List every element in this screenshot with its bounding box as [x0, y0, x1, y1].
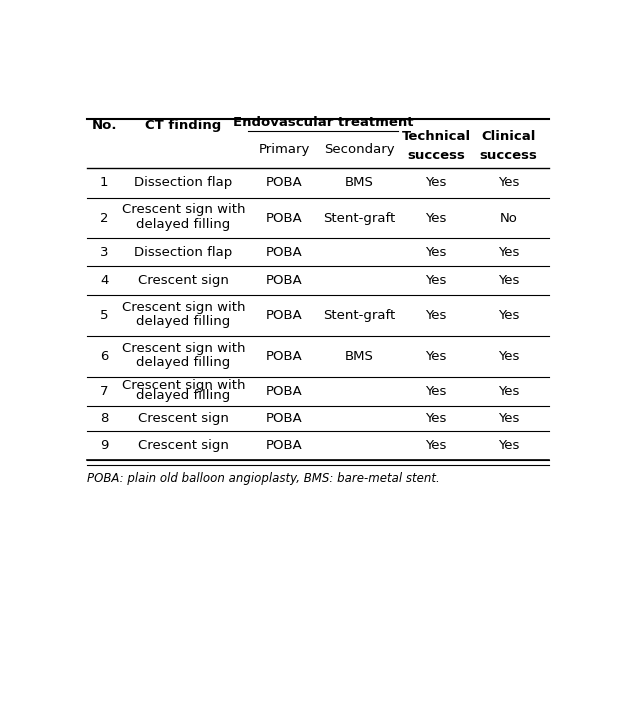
Text: Crescent sign: Crescent sign [138, 412, 229, 425]
Text: Technical: Technical [402, 130, 471, 143]
Text: Yes: Yes [425, 439, 447, 452]
Text: Dissection flap: Dissection flap [134, 176, 233, 190]
Text: Crescent sign with: Crescent sign with [122, 204, 245, 216]
Text: Yes: Yes [497, 274, 519, 287]
Text: Yes: Yes [497, 246, 519, 259]
Text: POBA: POBA [266, 350, 303, 363]
Text: Yes: Yes [497, 439, 519, 452]
Text: BMS: BMS [345, 176, 374, 190]
Text: POBA: POBA [266, 176, 303, 190]
Text: Yes: Yes [497, 350, 519, 363]
Text: Yes: Yes [425, 350, 447, 363]
Text: Yes: Yes [425, 211, 447, 225]
Text: 6: 6 [100, 350, 108, 363]
Text: Yes: Yes [425, 309, 447, 322]
Text: delayed filling: delayed filling [137, 356, 230, 369]
Text: POBA: POBA [266, 439, 303, 452]
Text: Yes: Yes [497, 176, 519, 190]
Text: success: success [479, 149, 537, 162]
Text: POBA: plain old balloon angioplasty, BMS: bare-metal stent.: POBA: plain old balloon angioplasty, BMS… [87, 472, 440, 485]
Text: Crescent sign: Crescent sign [138, 274, 229, 287]
Text: Stent-graft: Stent-graft [323, 309, 396, 322]
Text: Yes: Yes [425, 176, 447, 190]
Text: Yes: Yes [425, 385, 447, 398]
Text: POBA: POBA [266, 211, 303, 225]
Text: 1: 1 [100, 176, 108, 190]
Text: Yes: Yes [497, 385, 519, 398]
Text: Stent-graft: Stent-graft [323, 211, 396, 225]
Text: Crescent sign with: Crescent sign with [122, 342, 245, 355]
Text: 7: 7 [100, 385, 108, 398]
Text: Yes: Yes [425, 412, 447, 425]
Text: POBA: POBA [266, 385, 303, 398]
Text: POBA: POBA [266, 309, 303, 322]
Text: Yes: Yes [425, 274, 447, 287]
Text: No.: No. [91, 119, 117, 132]
Text: Endovascular treatment: Endovascular treatment [233, 116, 414, 129]
Text: POBA: POBA [266, 246, 303, 259]
Text: success: success [407, 149, 465, 162]
Text: BMS: BMS [345, 350, 374, 363]
Text: delayed filling: delayed filling [137, 315, 230, 328]
Text: POBA: POBA [266, 274, 303, 287]
Text: delayed filling: delayed filling [137, 390, 230, 402]
Text: CT finding: CT finding [145, 119, 222, 132]
Text: 2: 2 [100, 211, 108, 225]
Text: Secondary: Secondary [324, 143, 394, 156]
Text: Primary: Primary [259, 143, 310, 156]
Text: 4: 4 [100, 274, 108, 287]
Text: Dissection flap: Dissection flap [134, 246, 233, 259]
Text: Yes: Yes [425, 246, 447, 259]
Text: 5: 5 [100, 309, 108, 322]
Text: 3: 3 [100, 246, 108, 259]
Text: Crescent sign: Crescent sign [138, 439, 229, 452]
Text: delayed filling: delayed filling [137, 218, 230, 230]
Text: Crescent sign with: Crescent sign with [122, 300, 245, 314]
Text: Crescent sign with: Crescent sign with [122, 379, 245, 392]
Text: Clinical: Clinical [481, 130, 535, 143]
Text: No: No [499, 211, 517, 225]
Text: POBA: POBA [266, 412, 303, 425]
Text: Yes: Yes [497, 309, 519, 322]
Text: Yes: Yes [497, 412, 519, 425]
Text: 9: 9 [100, 439, 108, 452]
Text: 8: 8 [100, 412, 108, 425]
